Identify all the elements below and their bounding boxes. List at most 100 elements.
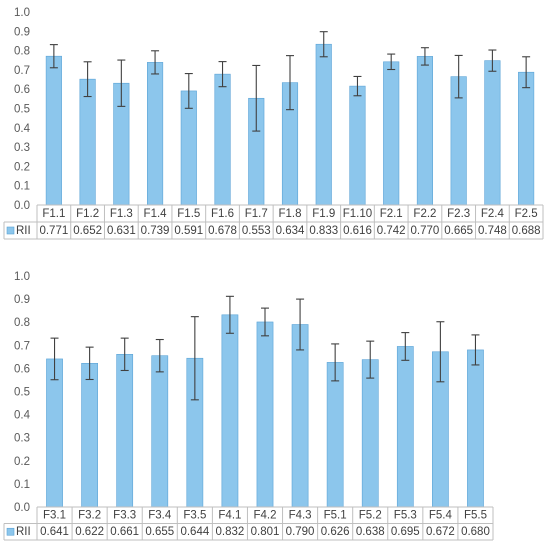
category-label: F4.2 <box>253 510 276 522</box>
y-tick-label: 0.8 <box>14 46 30 58</box>
value-cell: 0.665 <box>444 225 473 237</box>
y-tick-label: 0.3 <box>14 142 30 154</box>
category-label: F3.1 <box>43 510 66 522</box>
value-cell: 0.680 <box>461 526 490 538</box>
bar <box>383 61 400 206</box>
y-tick-label: 0.9 <box>14 294 30 306</box>
value-cell: 0.748 <box>478 225 507 237</box>
bar <box>484 60 501 206</box>
category-label: F5.3 <box>394 510 417 522</box>
value-cell: 0.739 <box>141 225 170 237</box>
value-cell: 0.801 <box>251 526 280 538</box>
bar <box>46 358 63 508</box>
y-tick-label: 0.8 <box>14 317 30 329</box>
bar <box>518 71 535 206</box>
y-tick-label: 0.4 <box>14 410 31 422</box>
y-tick-label: 0.0 <box>14 200 30 212</box>
bar <box>396 346 414 508</box>
value-cell: 0.631 <box>107 225 136 237</box>
value-cell: 0.695 <box>391 526 420 538</box>
bar <box>315 43 332 206</box>
category-label: F1.5 <box>177 208 200 220</box>
category-label: F3.2 <box>78 510 101 522</box>
category-label: F3.3 <box>113 510 136 522</box>
y-tick-label: 0.2 <box>14 456 30 468</box>
category-label: F2.5 <box>515 208 538 220</box>
category-label: F1.2 <box>76 208 99 220</box>
y-tick-label: 0.1 <box>14 479 30 491</box>
bar <box>349 85 366 206</box>
value-cell: 0.553 <box>242 225 271 237</box>
value-cell: 0.655 <box>145 526 174 538</box>
category-label: F5.4 <box>429 510 453 522</box>
value-cell: 0.591 <box>174 225 203 237</box>
category-label: F2.1 <box>380 208 403 220</box>
category-label: F1.10 <box>343 208 372 220</box>
category-label: F2.2 <box>413 208 436 220</box>
rii-bar-chart-f3-f5: 0.0 0.1 0.2 0.3 0.4 0.5 0.6 0.7 0.8 0.9 1.0 F3.1 0.6… <box>3 271 494 541</box>
legend-swatch <box>6 527 15 536</box>
y-tick-label: 1.0 <box>14 7 30 19</box>
category-label: F3.5 <box>183 510 206 522</box>
y-tick-label: 0.4 <box>14 123 31 135</box>
value-cell: 0.833 <box>309 225 338 237</box>
y-tick-label: 0.1 <box>14 181 30 193</box>
value-cell: 0.832 <box>216 526 245 538</box>
legend-label: RII <box>16 526 31 538</box>
y-tick-label: 1.0 <box>14 271 30 283</box>
value-cell: 0.652 <box>73 225 102 237</box>
y-tick-label: 0.2 <box>14 161 30 173</box>
value-cell: 0.638 <box>356 526 385 538</box>
rii-bar-chart-f1-f2: 0.0 0.1 0.2 0.3 0.4 0.5 0.6 0.7 0.8 0.9 1.0 F1.1 0.7… <box>3 7 544 240</box>
category-label: F1.3 <box>110 208 133 220</box>
value-cell: 0.616 <box>343 225 372 237</box>
bar <box>147 62 164 206</box>
bar <box>45 55 62 206</box>
value-cell: 0.622 <box>75 526 104 538</box>
bar <box>116 354 134 508</box>
bar <box>256 321 274 508</box>
category-label: F1.9 <box>312 208 335 220</box>
value-cell: 0.626 <box>321 526 350 538</box>
value-cell: 0.688 <box>512 225 541 237</box>
category-label: F2.3 <box>447 208 470 220</box>
category-label: F5.1 <box>324 510 347 522</box>
value-cell: 0.661 <box>110 526 139 538</box>
category-label: F1.8 <box>278 208 301 220</box>
category-label: F5.5 <box>464 510 487 522</box>
bar <box>151 355 169 508</box>
category-label: F5.2 <box>359 510 382 522</box>
value-cell: 0.672 <box>426 526 455 538</box>
value-cell: 0.641 <box>40 526 69 538</box>
category-label: F1.4 <box>144 208 168 220</box>
category-label: F2.4 <box>481 208 505 220</box>
y-tick-label: 0.9 <box>14 26 30 38</box>
category-label: F4.3 <box>289 510 312 522</box>
value-cell: 0.742 <box>377 225 406 237</box>
bar <box>291 324 309 508</box>
bar <box>326 362 344 508</box>
value-cell: 0.644 <box>180 526 209 538</box>
bar <box>221 314 239 508</box>
y-tick-label: 0.7 <box>14 340 30 352</box>
bar <box>81 363 98 508</box>
value-cell: 0.770 <box>411 225 440 237</box>
legend-label: RII <box>16 225 31 237</box>
y-tick-label: 0.3 <box>14 433 30 445</box>
y-tick-label: 0.6 <box>14 84 30 96</box>
category-label: F1.1 <box>42 208 65 220</box>
category-label: F3.4 <box>148 510 172 522</box>
category-label: F4.1 <box>218 510 241 522</box>
bar <box>416 56 433 206</box>
y-tick-label: 0.7 <box>14 65 30 77</box>
bar <box>361 359 379 508</box>
category-label: F1.6 <box>211 208 234 220</box>
y-tick-label: 0.0 <box>14 502 30 514</box>
bar <box>79 78 96 206</box>
legend-swatch <box>6 226 15 235</box>
y-tick-label: 0.6 <box>14 363 30 375</box>
y-tick-label: 0.5 <box>14 104 30 116</box>
value-cell: 0.790 <box>286 526 315 538</box>
y-tick-label: 0.5 <box>14 387 30 399</box>
bar <box>467 349 484 508</box>
